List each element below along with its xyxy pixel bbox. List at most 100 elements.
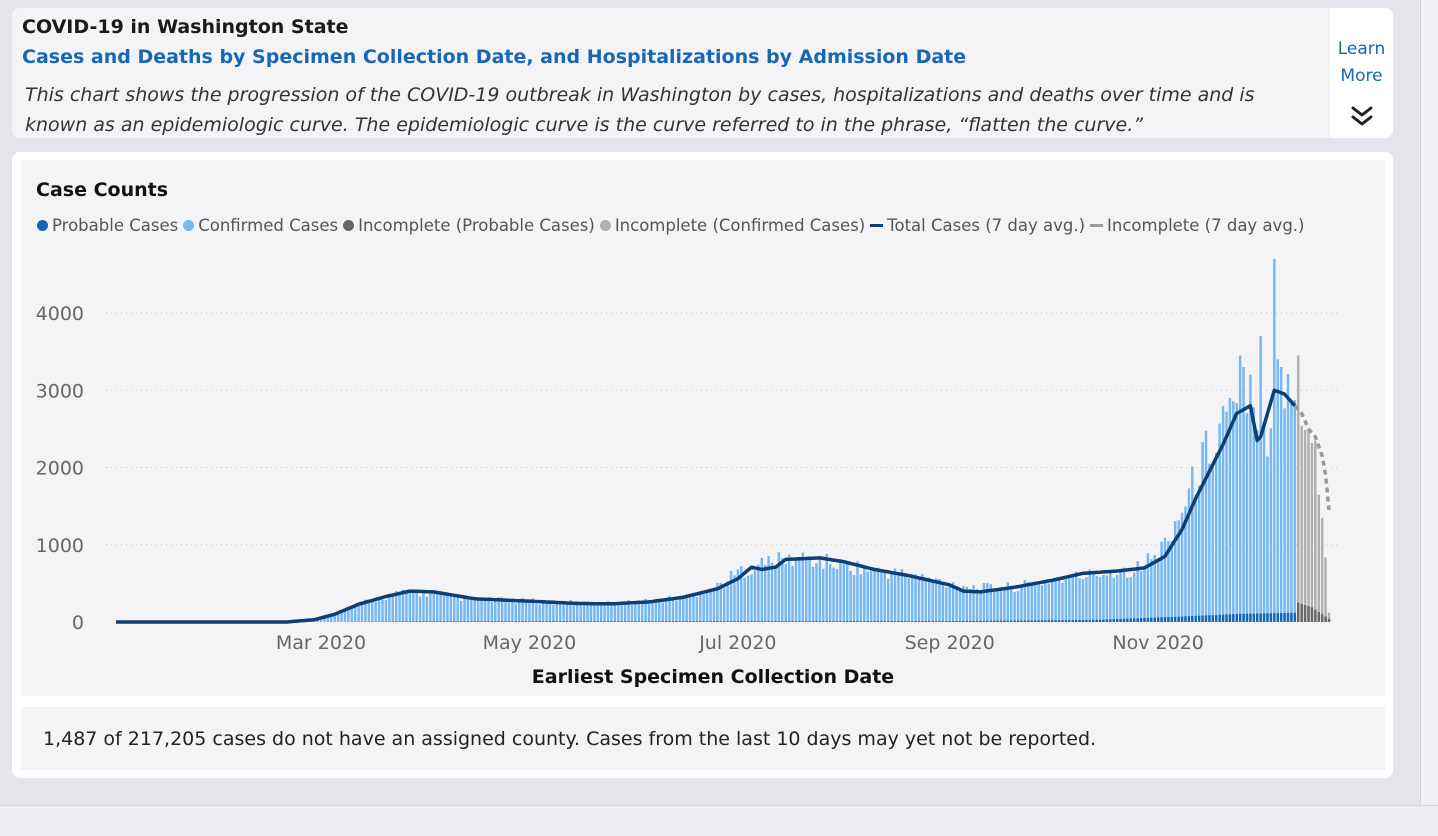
probable-bar	[532, 621, 534, 622]
confirmed-bar	[1246, 413, 1248, 622]
probable-bar	[562, 621, 564, 622]
confirmed-bar	[771, 563, 773, 622]
confirmed-bar	[1065, 577, 1067, 622]
x-tick-label: Sep 2020	[905, 632, 995, 654]
confirmed-bar	[689, 595, 691, 622]
learn-more-line1[interactable]: Learn	[1330, 36, 1393, 63]
probable-bar	[1215, 615, 1217, 622]
probable-bar	[1017, 621, 1019, 622]
confirmed-bar	[333, 616, 335, 622]
probable-bar	[579, 621, 581, 622]
confirmed-bar	[1253, 407, 1255, 622]
confirmed-bar	[1075, 572, 1077, 622]
probable-bar	[1078, 620, 1080, 622]
confirmed-bar	[1013, 592, 1015, 622]
confirmed-bar	[928, 577, 930, 622]
probable-bar	[948, 621, 950, 622]
probable-bar	[1054, 620, 1056, 622]
confirmed-bar	[805, 560, 807, 622]
confirmed-bar	[918, 578, 920, 622]
probable-bar	[887, 621, 889, 622]
probable-bar	[648, 621, 650, 622]
probable-bar	[1092, 620, 1094, 622]
confirmed-bar	[986, 583, 988, 622]
confirmed-bar	[1037, 584, 1039, 622]
probable-bar	[474, 621, 476, 622]
confirmed-bar	[559, 602, 561, 622]
probable-bar	[904, 621, 906, 622]
probable-bar	[624, 621, 626, 622]
incomplete-confirmed-bar	[1318, 495, 1320, 622]
confirmed-bar	[480, 599, 482, 622]
probable-bar	[764, 621, 766, 622]
learn-more-label[interactable]: Learn More	[1330, 36, 1393, 90]
probable-bar	[1075, 620, 1077, 622]
probable-bar	[566, 621, 568, 622]
confirmed-bar	[812, 567, 814, 622]
confirmed-bar	[1085, 577, 1087, 622]
probable-bar	[716, 621, 718, 622]
probable-bar	[1184, 616, 1186, 622]
probable-bar	[959, 621, 961, 622]
probable-bar	[511, 621, 513, 622]
confirmed-bar	[436, 592, 438, 622]
probable-bar	[832, 621, 834, 622]
confirmed-bar	[839, 559, 841, 622]
probable-bar	[1253, 614, 1255, 622]
confirmed-bar	[388, 594, 390, 622]
confirmed-bar	[1157, 558, 1159, 622]
probable-bar	[1000, 621, 1002, 622]
probable-bar	[1051, 620, 1053, 622]
probable-bar	[1160, 617, 1162, 622]
probable-bar	[757, 621, 759, 622]
confirmed-bar	[600, 605, 602, 622]
probable-bar	[866, 621, 868, 622]
probable-bar	[689, 621, 691, 622]
probable-bar	[1242, 614, 1244, 622]
confirmed-bar	[1113, 578, 1115, 622]
confirmed-bar	[747, 576, 749, 622]
probable-bar	[1290, 613, 1292, 622]
probable-bar	[846, 621, 848, 622]
probable-bar	[969, 621, 971, 622]
probable-bar	[836, 621, 838, 622]
confirmed-bar	[610, 605, 612, 622]
probable-bar	[877, 621, 879, 622]
double-chevron-down-icon[interactable]	[1350, 104, 1374, 128]
probable-bar	[590, 621, 592, 622]
confirmed-bar	[641, 601, 643, 622]
confirmed-bar	[1109, 572, 1111, 622]
incomplete-probable-bar	[1300, 604, 1302, 622]
header-card: COVID-19 in Washington State Cases and D…	[12, 8, 1393, 138]
probable-bar	[1225, 615, 1227, 622]
learn-more-line2[interactable]: More	[1330, 63, 1393, 90]
probable-bar	[931, 621, 933, 622]
confirmed-bar	[1102, 575, 1104, 622]
probable-bar	[583, 621, 585, 622]
confirmed-bar	[860, 574, 862, 622]
confirmed-bar	[825, 554, 827, 622]
confirmed-bar	[392, 596, 394, 622]
probable-bar	[1218, 615, 1220, 622]
confirmed-bar	[1106, 575, 1108, 622]
learn-more-button[interactable]: Learn More	[1330, 8, 1393, 138]
chart-panel: Case Counts Probable Cases Confirmed Cas…	[21, 160, 1385, 696]
y-tick-label: 0	[72, 612, 84, 634]
probable-bar	[726, 621, 728, 622]
probable-bar	[805, 621, 807, 622]
confirmed-bar	[1294, 400, 1296, 622]
confirmed-bar	[477, 601, 479, 622]
probable-bar	[436, 621, 438, 622]
probable-bar	[679, 621, 681, 622]
scrollbar-track[interactable]	[1420, 0, 1438, 805]
confirmed-bar	[675, 600, 677, 622]
probable-bar	[1270, 613, 1272, 622]
confirmed-bar	[788, 554, 790, 622]
confirmed-bar	[460, 601, 462, 622]
confirmed-bar	[357, 604, 359, 622]
probable-bar	[627, 621, 629, 622]
confirmed-bar	[378, 597, 380, 622]
probable-bar	[552, 621, 554, 622]
confirmed-bar	[822, 569, 824, 622]
probable-bar	[600, 621, 602, 622]
